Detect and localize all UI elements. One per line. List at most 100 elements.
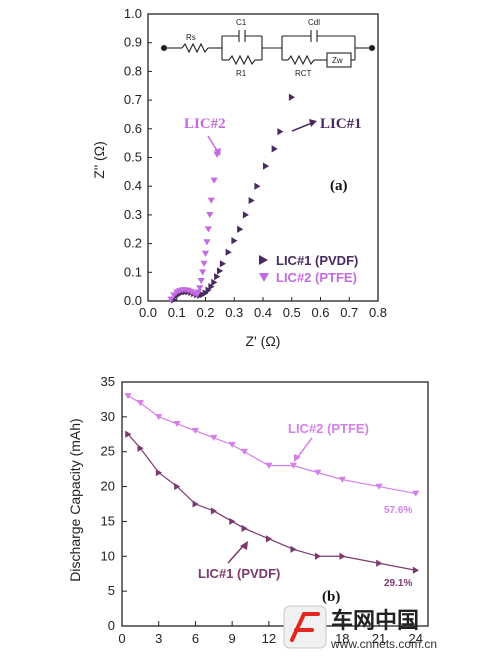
resistor-rs — [181, 42, 209, 54]
y-tick-label: 0.9 — [124, 35, 142, 50]
series-label-lic2: LIC#2 (PTFE) — [288, 421, 369, 436]
data-point-lic1 — [290, 545, 297, 553]
panel-b-data-points — [124, 393, 420, 574]
label-r1: R1 — [236, 69, 247, 78]
label-rs: Rs — [186, 33, 196, 42]
data-point-lic1 — [271, 145, 278, 153]
y-tick-label: 15 — [101, 513, 115, 528]
data-point-lic1 — [277, 128, 284, 136]
x-tick-label: 0.3 — [225, 305, 243, 320]
data-point-lic2 — [228, 441, 236, 448]
x-tick-label: 0.7 — [340, 305, 358, 320]
label-rct: RCT — [295, 69, 312, 78]
data-point-lic1 — [210, 507, 218, 515]
x-tick-label: 6 — [192, 631, 199, 646]
panel-a-label: (a) — [330, 178, 348, 194]
y-tick-label: 0.1 — [124, 264, 142, 279]
data-point-lic2 — [196, 285, 204, 292]
panel-a: 0.0 0.1 0.2 0.3 0.4 0.5 0.6 0.7 0.8 0.0 0.1 0.2 0.3… — [91, 6, 387, 349]
x-tick-label: 12 — [262, 631, 276, 646]
y-tick-label: 0.0 — [124, 293, 142, 308]
x-tick-label: 24 — [409, 631, 423, 646]
data-point-lic1 — [288, 93, 295, 101]
data-point-lic2 — [210, 434, 218, 442]
y-tick-label: 0.2 — [124, 236, 142, 251]
x-tick-label: 0 — [118, 631, 125, 646]
data-point-lic2 — [187, 288, 195, 296]
end-label-lic1: 29.1% — [384, 578, 412, 589]
data-point-lic1 — [254, 182, 261, 190]
panel-a-y-ticks: 0.0 0.1 0.2 0.3 0.4 0.5 0.6 0.7 0.8 0.9 1.0 — [124, 6, 152, 308]
data-point-lic1 — [237, 225, 244, 233]
y-tick-label: 0.3 — [124, 207, 142, 222]
data-point-lic1 — [266, 535, 273, 543]
callout-lic2-arrow — [207, 135, 219, 153]
panel-b-y-ticks: 0 5 10 15 20 25 30 35 — [101, 374, 127, 633]
panel-a-x-ticks: 0.0 0.1 0.2 0.3 0.4 0.5 0.6 0.7 0.8 — [139, 297, 387, 320]
series-label-lic2-arrowhead — [294, 454, 301, 462]
watermark-url: www.cnnets.com.cn — [330, 637, 437, 651]
x-tick-label: 0.6 — [311, 305, 329, 320]
data-point-lic1 — [242, 211, 249, 219]
y-tick-label: 0.7 — [124, 92, 142, 107]
series-label-lic1-arrow — [227, 544, 245, 564]
data-point-lic1 — [216, 267, 224, 275]
callout-lic1: LIC#1 — [320, 116, 362, 132]
data-point-lic1 — [125, 430, 132, 438]
panel-b-label: (b) — [322, 589, 340, 605]
data-point-lic2 — [203, 239, 211, 246]
x-tick-label: 9 — [229, 631, 236, 646]
legend-marker-lic1 — [259, 255, 268, 265]
series-label-lic2-arrow — [296, 437, 313, 459]
x-tick-label: 0.8 — [369, 305, 387, 320]
y-tick-label: 0.5 — [124, 150, 142, 165]
resistor-r1 — [228, 54, 256, 66]
label-cdl: Cdl — [308, 18, 320, 27]
data-point-lic1 — [248, 196, 255, 205]
callout-lic2: LIC#2 — [184, 116, 226, 132]
series-label-lic1: LIC#1 (PVDF) — [198, 566, 280, 581]
circuit-terminal-right — [368, 44, 376, 52]
y-tick-label: 0.4 — [124, 178, 142, 193]
y-tick-label: 0 — [108, 618, 115, 633]
label-c1: C1 — [236, 18, 247, 27]
data-point-lic1 — [314, 552, 322, 560]
data-point-lic1 — [412, 566, 419, 574]
series-line-lic2 — [127, 395, 416, 495]
data-point-lic2 — [204, 226, 212, 233]
data-point-lic1 — [241, 524, 248, 532]
y-tick-label: 25 — [101, 444, 115, 459]
y-tick-label: 10 — [101, 548, 115, 563]
panel-b-frame — [121, 381, 429, 627]
circuit-terminal-left — [160, 44, 168, 52]
data-point-lic2 — [240, 448, 248, 455]
series-line-lic1 — [127, 433, 416, 571]
panel-b: 0 3 6 9 12 15 18 21 24 0 5 10 15 20 25 30 35 Discharge … — [67, 374, 429, 646]
panel-b-y-axis-label: Discharge Capacity (mAh) — [67, 418, 83, 581]
data-point-lic2 — [191, 427, 200, 435]
data-point-lic1 — [214, 273, 221, 281]
data-point-lic1 — [155, 469, 162, 477]
callout-lic1-arrow — [291, 122, 313, 132]
data-point-lic2 — [197, 278, 205, 285]
equivalent-circuit — [160, 30, 376, 68]
data-point-lic2 — [412, 490, 420, 497]
resistor-rct — [287, 54, 315, 66]
data-point-lic2 — [124, 393, 132, 400]
data-point-lic1 — [192, 500, 199, 508]
data-point-lic1 — [208, 283, 215, 291]
data-point-lic2 — [289, 462, 297, 469]
x-tick-label: 0.2 — [196, 305, 214, 320]
panel-a-y-axis-label: Z'' (Ω) — [91, 141, 107, 179]
data-point-lic2 — [167, 296, 175, 303]
data-point-lic1 — [137, 444, 144, 452]
data-point-lic1 — [229, 517, 236, 526]
x-tick-label: 18 — [335, 631, 349, 646]
data-point-lic2 — [173, 420, 181, 428]
data-point-lic2 — [265, 462, 273, 469]
data-point-lic2 — [375, 483, 383, 490]
data-point-lic2 — [200, 260, 208, 267]
data-point-lic2 — [194, 289, 202, 296]
y-tick-label: 0.6 — [124, 121, 142, 136]
